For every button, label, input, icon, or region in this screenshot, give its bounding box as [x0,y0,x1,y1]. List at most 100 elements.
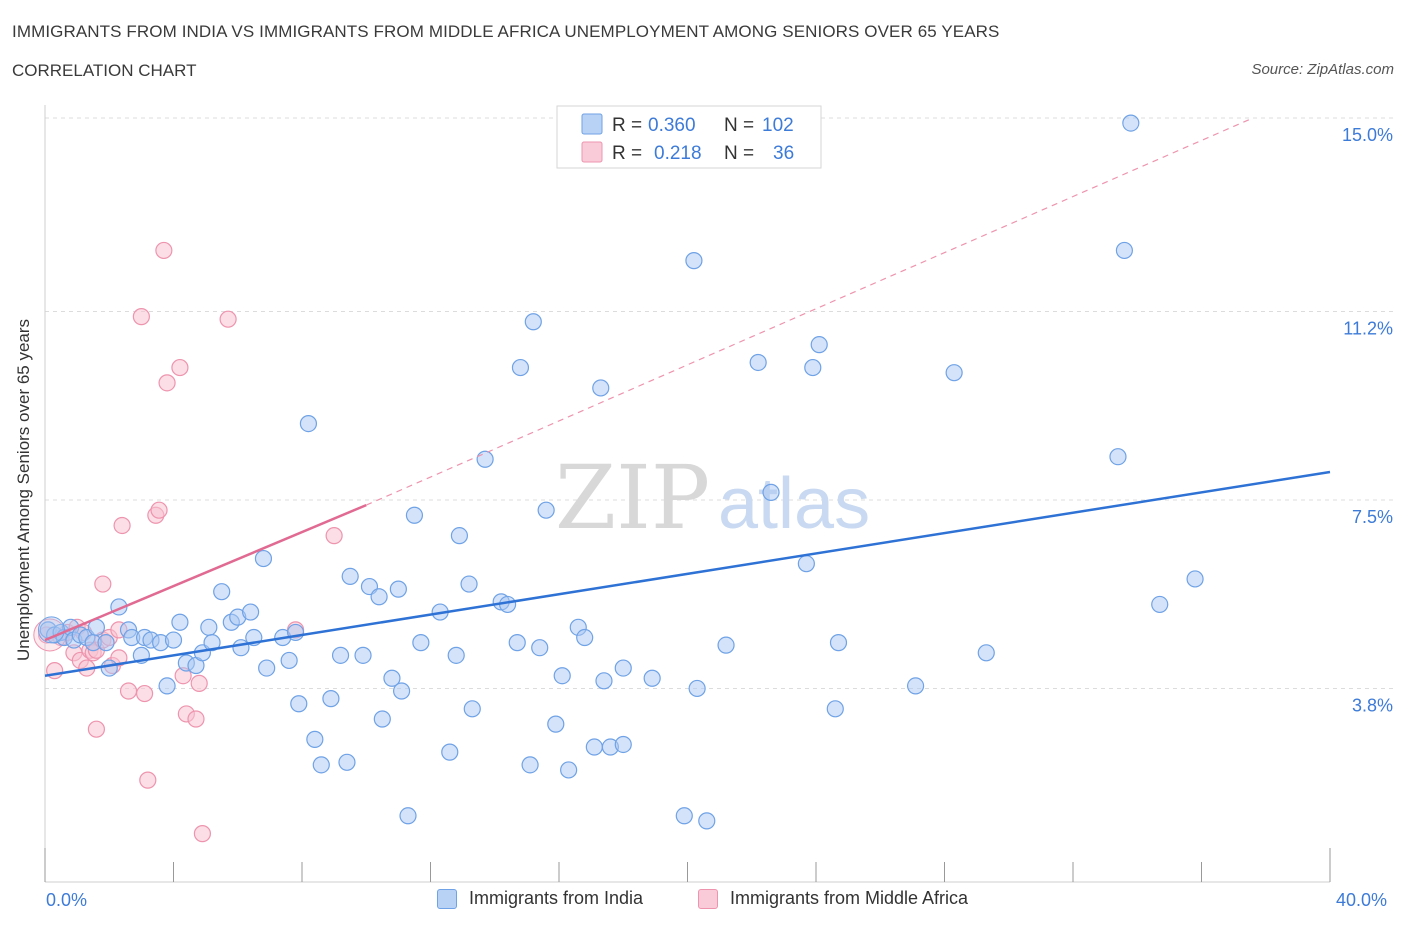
india-point [1115,241,1134,260]
india-point [463,700,481,718]
chart-subtitle: CORRELATION CHART [12,61,197,80]
africa-point [171,358,189,377]
y-tick-label-3: 15.0% [1342,125,1393,145]
india-point [810,336,828,354]
india-point [254,549,273,568]
legend-africa-r-label: R = [612,143,642,164]
legend-india-n-label: N = [724,115,754,136]
india-point [643,669,661,687]
legend: R = 0.360 N = 102 R = 0.218 N = 36 [556,105,822,169]
india-point [280,651,298,670]
india-point [100,659,118,677]
india-point [341,567,359,586]
india-point [560,761,578,779]
africa-point [150,501,168,519]
india-point [476,450,494,468]
africa-point [94,575,112,593]
india-point [299,415,318,433]
india-point [383,669,401,687]
x-max-label: 40.0% [1336,890,1388,910]
india-point [373,710,391,728]
africa-point [132,308,150,326]
bottom-legend-africa-swatch [698,888,718,909]
india-point [537,501,555,519]
india-point [614,735,632,754]
india-point [354,646,372,664]
india-point [762,483,780,501]
india-point [97,634,115,652]
y-tick-labels: 3.8% 7.5% 11.2% 15.0% [1342,125,1393,715]
legend-india-n-value: 102 [762,115,794,136]
chart-title: IMMIGRANTS FROM INDIA VS IMMIGRANTS FROM… [12,22,1000,41]
india-point [521,756,539,774]
india-point [804,358,822,377]
bottom-legend-africa-label: Immigrants from Middle Africa [730,888,969,908]
india-point [1151,595,1169,614]
africa-point [219,310,237,328]
india-point [688,679,706,698]
legend-africa-r-value: 0.218 [654,143,702,164]
india-point [370,588,388,606]
india-point [595,672,613,690]
legend-india-swatch [581,113,603,135]
watermark-zip: ZIP [555,446,710,549]
india-point [158,677,176,695]
watermark-atlas: atlas [718,464,870,544]
india-point [312,756,330,774]
africa-point [113,516,131,535]
y-tick-label-2: 11.2% [1343,319,1393,339]
africa-points [33,241,343,843]
india-point [399,807,417,825]
africa-point [135,684,154,703]
legend-africa-swatch [581,141,603,163]
india-point [306,730,324,748]
india-point [1122,114,1140,132]
africa-point [139,771,157,789]
bottom-legend-india-swatch [437,888,457,909]
legend-africa-n-value: 36 [773,143,794,164]
india-point [1109,448,1127,466]
legend-africa-n-label: N = [724,143,754,164]
india-point [829,634,848,652]
bottom-legend-india-label: Immigrants from India [469,888,644,908]
source-label: Source: ZipAtlas.com [1251,61,1394,78]
india-point [749,353,767,372]
x-min-label: 0.0% [46,890,88,910]
legend-india-r-label: R = [612,115,642,136]
india-point [460,575,478,593]
bottom-legend-india: Immigrants from India [437,888,643,909]
india-point [1186,570,1204,588]
africa-point [193,825,212,843]
africa-trend-line [44,503,367,642]
africa-point [158,374,176,392]
india-point [392,682,411,700]
india-point [675,807,693,825]
trend-lines [44,117,1331,677]
india-point [576,628,594,647]
india-point [945,364,963,382]
india-point [405,506,424,524]
india-point [585,738,603,756]
gridlines [45,117,1395,689]
india-point [450,527,469,545]
bottom-legend-africa: Immigrants from Middle Africa [698,888,968,909]
india-point [797,555,815,573]
india-point [553,667,571,685]
india-point [200,618,218,636]
india-point [511,358,530,377]
india-point [164,631,183,649]
india-point [389,580,407,598]
india-point [412,634,430,652]
africa-point [325,527,343,545]
india-point [698,812,716,830]
axes [44,105,1331,883]
africa-point [190,674,208,692]
india-point [906,677,925,695]
africa-point [87,720,106,738]
india-point [826,700,844,718]
india-point [614,659,632,677]
india-point [338,753,356,771]
watermark: ZIP atlas [555,446,870,549]
india-point [331,646,350,664]
